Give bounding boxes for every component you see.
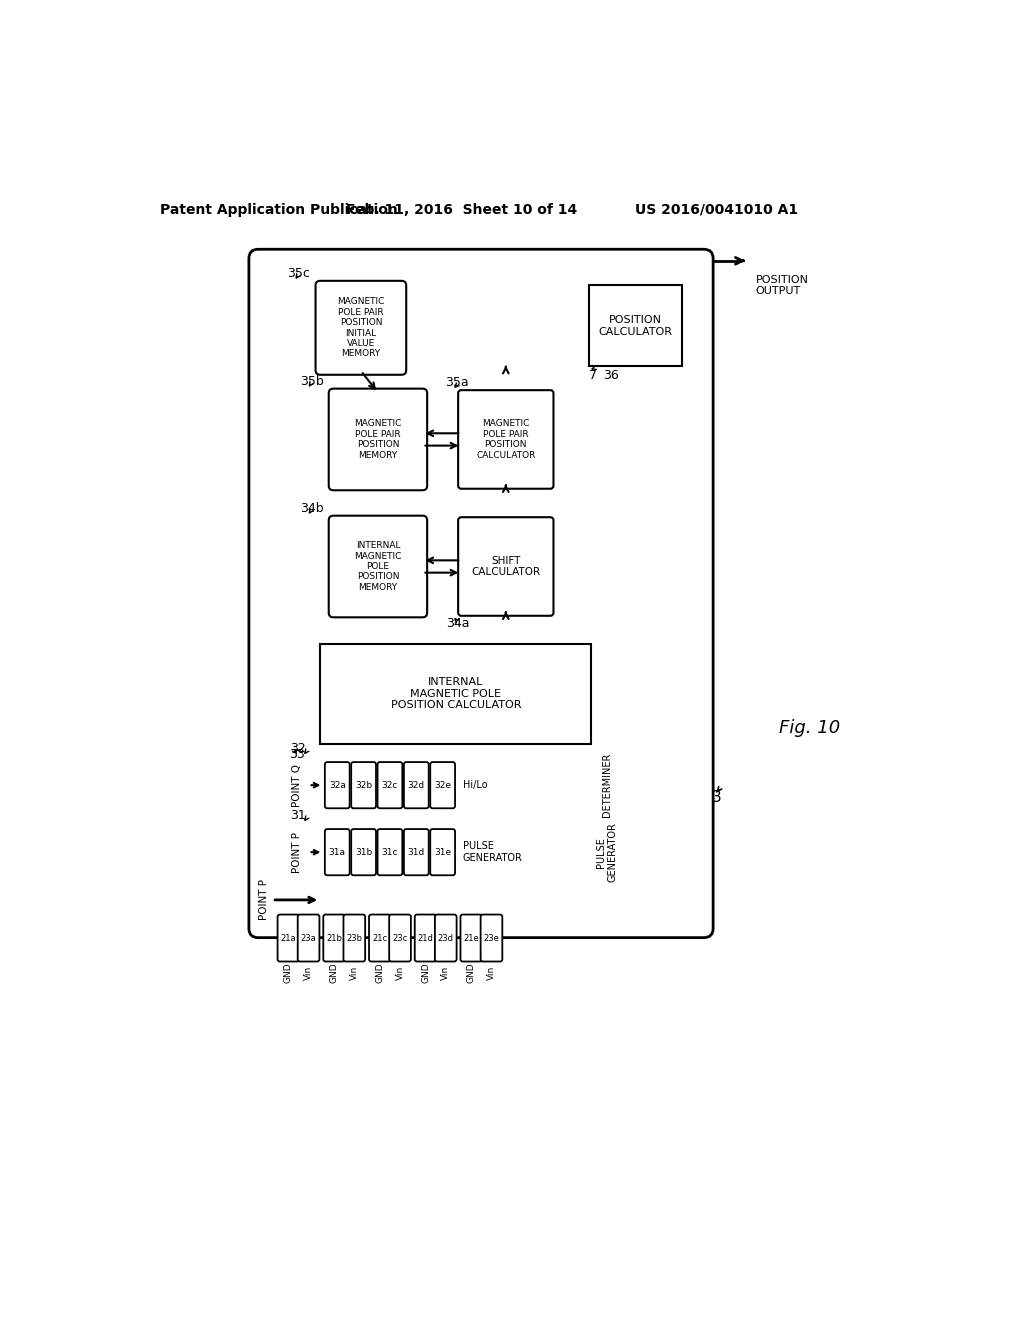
Text: INTERNAL
MAGNETIC
POLE
POSITION
MEMORY: INTERNAL MAGNETIC POLE POSITION MEMORY	[354, 541, 401, 591]
Text: 35a: 35a	[445, 376, 469, 389]
Text: SHIFT
CALCULATOR: SHIFT CALCULATOR	[471, 556, 541, 577]
Text: Fig. 10: Fig. 10	[779, 719, 841, 737]
Text: 35b: 35b	[300, 375, 324, 388]
Text: DETERMINER: DETERMINER	[602, 752, 612, 817]
Text: 23b: 23b	[346, 933, 362, 942]
Text: PULSE
GENERATOR: PULSE GENERATOR	[596, 822, 617, 882]
FancyBboxPatch shape	[435, 915, 457, 961]
FancyBboxPatch shape	[329, 388, 427, 490]
Bar	[589, 285, 682, 367]
Text: Vin: Vin	[304, 966, 313, 981]
Text: POINT P: POINT P	[292, 832, 302, 873]
Text: POSITION
OUTPUT: POSITION OUTPUT	[756, 275, 809, 296]
Text: 34a: 34a	[445, 616, 469, 630]
Bar	[321, 644, 592, 743]
Text: 21c: 21c	[373, 933, 387, 942]
FancyBboxPatch shape	[389, 915, 411, 961]
Text: GND: GND	[421, 962, 430, 983]
FancyBboxPatch shape	[430, 829, 455, 875]
Text: MAGNETIC
POLE PAIR
POSITION
CALCULATOR: MAGNETIC POLE PAIR POSITION CALCULATOR	[476, 420, 536, 459]
Text: 31c: 31c	[382, 847, 398, 857]
Text: MAGNETIC
POLE PAIR
POSITION
MEMORY: MAGNETIC POLE PAIR POSITION MEMORY	[354, 420, 401, 459]
Text: POSITION
CALCULATOR: POSITION CALCULATOR	[599, 315, 673, 337]
Text: 35c: 35c	[287, 268, 310, 280]
FancyBboxPatch shape	[430, 762, 455, 808]
Text: 31b: 31b	[355, 847, 373, 857]
FancyBboxPatch shape	[403, 762, 429, 808]
FancyBboxPatch shape	[458, 391, 554, 488]
Text: POINT P: POINT P	[259, 879, 268, 920]
Text: MAGNETIC
POLE PAIR
POSITION
INITIAL
VALUE
MEMORY: MAGNETIC POLE PAIR POSITION INITIAL VALU…	[337, 297, 385, 358]
Text: 32c: 32c	[382, 780, 398, 789]
Text: 3: 3	[712, 789, 722, 805]
Text: GND: GND	[467, 962, 476, 983]
Text: 32a: 32a	[329, 780, 346, 789]
Text: 23a: 23a	[301, 933, 316, 942]
FancyBboxPatch shape	[278, 915, 299, 961]
FancyBboxPatch shape	[298, 915, 319, 961]
Text: 31e: 31e	[434, 847, 452, 857]
Text: 23d: 23d	[437, 933, 454, 942]
FancyBboxPatch shape	[351, 762, 376, 808]
FancyBboxPatch shape	[378, 762, 402, 808]
Text: GND: GND	[376, 962, 384, 983]
Text: 31d: 31d	[408, 847, 425, 857]
Text: INTERNAL
MAGNETIC POLE
POSITION CALCULATOR: INTERNAL MAGNETIC POLE POSITION CALCULAT…	[390, 677, 521, 710]
Text: 7: 7	[589, 370, 597, 381]
FancyBboxPatch shape	[415, 915, 436, 961]
Text: 21d: 21d	[418, 933, 433, 942]
Text: Feb. 11, 2016  Sheet 10 of 14: Feb. 11, 2016 Sheet 10 of 14	[346, 203, 577, 216]
Text: 21a: 21a	[281, 933, 296, 942]
Text: 33: 33	[289, 748, 305, 760]
Text: 32e: 32e	[434, 780, 452, 789]
Text: Hi/Lo: Hi/Lo	[463, 780, 487, 791]
Text: 21e: 21e	[464, 933, 479, 942]
Text: 32d: 32d	[408, 780, 425, 789]
FancyBboxPatch shape	[249, 249, 713, 937]
Text: 32b: 32b	[355, 780, 372, 789]
Text: 31a: 31a	[329, 847, 346, 857]
Text: 34b: 34b	[300, 502, 324, 515]
FancyBboxPatch shape	[329, 516, 427, 618]
Text: GND: GND	[330, 962, 339, 983]
Text: Vin: Vin	[350, 966, 358, 981]
Text: POINT Q: POINT Q	[292, 764, 302, 807]
Text: Vin: Vin	[487, 966, 496, 981]
FancyBboxPatch shape	[461, 915, 482, 961]
FancyBboxPatch shape	[369, 915, 391, 961]
Text: 23c: 23c	[392, 933, 408, 942]
Text: PULSE
GENERATOR: PULSE GENERATOR	[463, 841, 522, 863]
Text: Patent Application Publication: Patent Application Publication	[160, 203, 398, 216]
Text: GND: GND	[284, 962, 293, 983]
FancyBboxPatch shape	[378, 829, 402, 875]
Text: 31: 31	[291, 809, 306, 822]
FancyBboxPatch shape	[325, 829, 349, 875]
FancyBboxPatch shape	[480, 915, 503, 961]
Text: US 2016/0041010 A1: US 2016/0041010 A1	[636, 203, 799, 216]
Text: Vin: Vin	[441, 966, 451, 981]
Text: 36: 36	[603, 370, 618, 381]
Text: 32: 32	[291, 742, 306, 755]
Text: 23e: 23e	[483, 933, 500, 942]
Text: 21b: 21b	[327, 933, 342, 942]
FancyBboxPatch shape	[343, 915, 366, 961]
FancyBboxPatch shape	[315, 281, 407, 375]
Text: Vin: Vin	[395, 966, 404, 981]
FancyBboxPatch shape	[458, 517, 554, 615]
FancyBboxPatch shape	[403, 829, 429, 875]
FancyBboxPatch shape	[325, 762, 349, 808]
FancyBboxPatch shape	[324, 915, 345, 961]
FancyBboxPatch shape	[351, 829, 376, 875]
